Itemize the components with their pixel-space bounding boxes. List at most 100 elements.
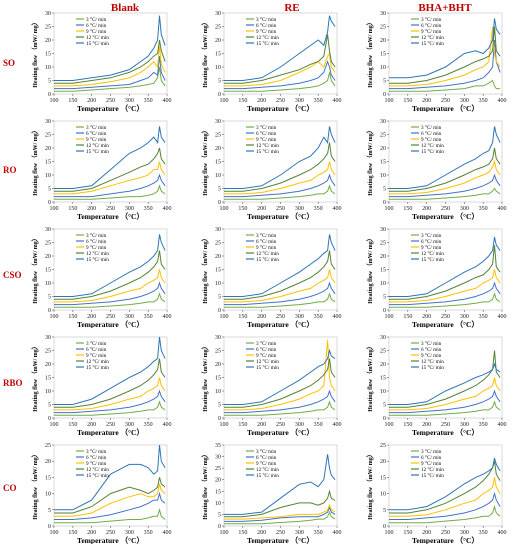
x-axis-label: Temperature （°C） <box>77 211 144 220</box>
y-tick-label: 30 <box>45 119 51 125</box>
x-tick-label: 100 <box>220 422 229 428</box>
x-tick-label: 150 <box>238 422 247 428</box>
x-tick-label: 150 <box>68 422 77 428</box>
x-tick-label: 300 <box>460 206 469 212</box>
series-line-3 <box>54 161 166 195</box>
legend-label: 6 °C/ min <box>86 130 107 137</box>
y-tick-label: 0 <box>48 524 51 530</box>
series-line-4 <box>54 250 166 300</box>
series-line-5 <box>224 15 336 81</box>
y-tick-label: 5 <box>383 187 386 193</box>
series-line-3 <box>54 45 166 87</box>
series-line-1 <box>224 184 336 200</box>
legend-label: 15 °C/ min <box>256 40 279 47</box>
y-tick-label: 30 <box>380 335 386 341</box>
x-tick-label: 300 <box>295 98 304 104</box>
x-tick-label: 250 <box>441 314 450 320</box>
x-tick-label: 400 <box>333 206 342 212</box>
y-tick-label: 5 <box>48 403 51 409</box>
y-tick-label: 15 <box>380 475 386 481</box>
x-tick-label: 100 <box>220 206 229 212</box>
legend-label: 9 °C/ min <box>421 460 442 467</box>
chart-so-re: 0 5 10 15 20 25 30 100 150 200 250 300 350 400 Tempera… <box>201 11 342 112</box>
x-tick-label: 150 <box>238 530 247 536</box>
legend-label: 9 °C/ min <box>256 28 277 35</box>
series-line-5 <box>54 444 166 511</box>
y-tick-label: 10 <box>45 492 51 498</box>
x-tick-label: 100 <box>50 422 59 428</box>
y-tick-label: 10 <box>45 281 51 287</box>
x-tick-label: 350 <box>314 422 323 428</box>
x-tick-label: 300 <box>460 530 469 536</box>
y-tick-label: 15 <box>380 376 386 382</box>
series-line-2 <box>54 173 166 198</box>
series-line-4 <box>389 147 501 192</box>
legend-label: 3 °C/ min <box>256 16 277 23</box>
legend-label: 9 °C/ min <box>256 352 277 359</box>
series-line-4 <box>54 358 166 408</box>
y-tick-label: 30 <box>215 455 221 461</box>
series-line-5 <box>389 236 501 297</box>
y-tick-label: 15 <box>45 160 51 166</box>
legend-label: 12 °C/ min <box>86 142 109 149</box>
column-title-bha-bht: BHA+BHT <box>418 2 472 14</box>
legend-label: 6 °C/ min <box>256 130 277 137</box>
x-tick-label: 200 <box>257 314 266 320</box>
y-tick-label: 25 <box>215 25 221 31</box>
x-tick-label: 350 <box>314 206 323 212</box>
legend-label: 15 °C/ min <box>421 256 444 263</box>
x-tick-label: 300 <box>125 98 134 104</box>
legend-label: 6 °C/ min <box>256 454 277 461</box>
legend-label: 3 °C/ min <box>86 448 107 455</box>
series-line-5 <box>224 348 336 405</box>
y-tick-label: 10 <box>380 173 386 179</box>
series-line-2 <box>389 389 501 414</box>
plot-area <box>388 120 503 203</box>
x-tick-label: 250 <box>441 98 450 104</box>
legend-label: 9 °C/ min <box>86 136 107 143</box>
y-tick-label: 5 <box>218 295 221 301</box>
chart-ro-blank: 0 5 10 15 20 25 30 100 150 200 250 300 350 400 Tempera… <box>31 119 172 220</box>
y-tick-label: 10 <box>215 281 221 287</box>
y-tick-label: 20 <box>380 459 386 465</box>
x-tick-label: 400 <box>498 314 507 320</box>
plot-area <box>388 336 503 419</box>
legend-label: 15 °C/ min <box>86 148 109 155</box>
series-line-5 <box>54 336 166 405</box>
y-tick-label: 5 <box>48 79 51 85</box>
x-axis-label: Temperature （°C） <box>247 427 314 436</box>
chart-so-blank: 0 5 10 15 20 25 30 100 150 200 250 300 350 400 Tempera… <box>31 11 172 112</box>
series-line-5 <box>389 126 501 189</box>
x-tick-label: 200 <box>422 530 431 536</box>
plot-area <box>53 336 168 419</box>
y-tick-label: 15 <box>380 160 386 166</box>
y-tick-label: 10 <box>45 65 51 71</box>
y-tick-label: 15 <box>215 376 221 382</box>
series-line-2 <box>54 281 166 306</box>
series-line-3 <box>224 161 336 195</box>
series-line-5 <box>389 362 501 405</box>
legend-label: 15 °C/ min <box>86 364 109 371</box>
x-tick-label: 400 <box>163 422 172 428</box>
legend-label: 9 °C/ min <box>86 244 107 251</box>
legend-label: 15 °C/ min <box>86 256 109 263</box>
x-tick-label: 400 <box>163 98 172 104</box>
x-tick-label: 250 <box>441 422 450 428</box>
legend-label: 6 °C/ min <box>256 346 277 353</box>
y-tick-label: 25 <box>45 241 51 247</box>
plot-area <box>223 228 338 311</box>
y-axis-label: Heating flow （mW/ mg） <box>201 343 209 412</box>
y-tick-label: 5 <box>218 403 221 409</box>
series-line-2 <box>389 173 501 198</box>
y-axis-label: Heating flow （mW/ mg） <box>366 343 374 412</box>
y-axis-label: Heating flow （mW/ mg） <box>31 127 39 196</box>
legend-label: 15 °C/ min <box>421 148 444 155</box>
series-line-2 <box>54 491 166 520</box>
y-tick-label: 10 <box>45 173 51 179</box>
y-tick-label: 20 <box>380 146 386 152</box>
y-axis-label: Heating flow （mW/ mg） <box>366 127 374 196</box>
x-tick-label: 350 <box>144 314 153 320</box>
x-tick-label: 300 <box>125 206 134 212</box>
chart-rbo-bha-bht: 0 5 10 15 20 25 30 100 150 200 250 300 350 400 Tempera… <box>366 335 507 436</box>
x-tick-label: 350 <box>144 98 153 104</box>
